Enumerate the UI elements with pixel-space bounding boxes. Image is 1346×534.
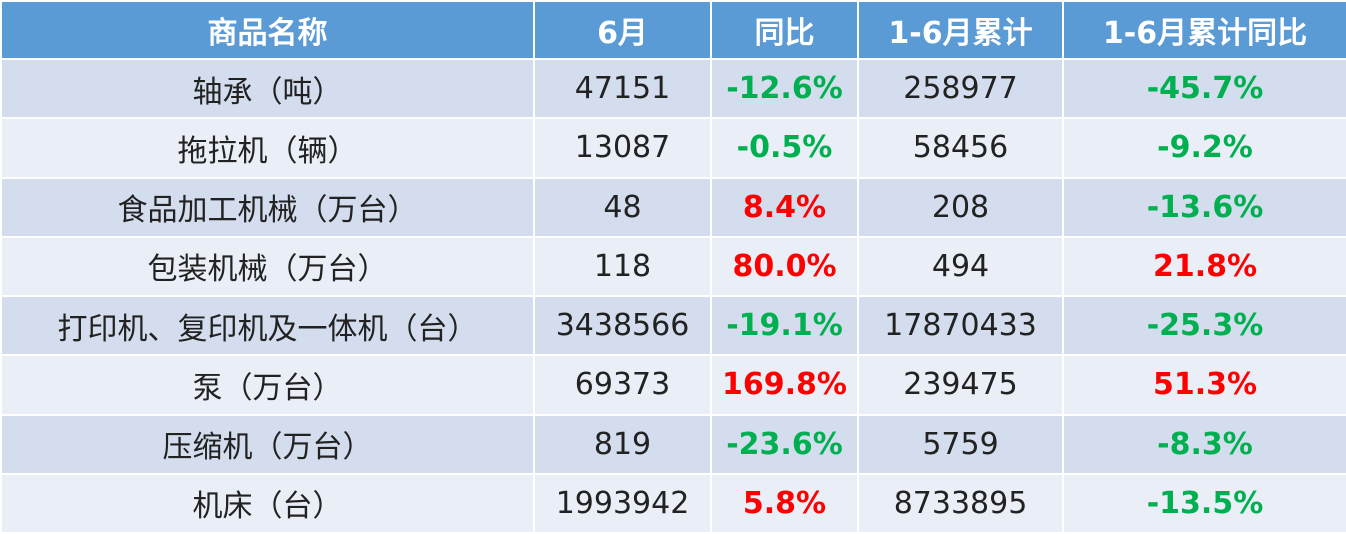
table-row: 打印机、复印机及一体机（台） 3438566 -19.1% 17870433 -25.3… [0, 294, 1346, 357]
value-cell: -12.6% [710, 57, 859, 120]
value-cell: 69373 [533, 354, 712, 416]
value-cell: 5759 [857, 413, 1064, 475]
product-name: 包装机械（万台） [0, 235, 535, 298]
value-cell: -13.5% [1062, 472, 1346, 534]
table-row: 机床（台） 1993942 5.8% 8733895 -13.5% [0, 472, 1346, 534]
value-cell: 80.0% [710, 235, 859, 298]
product-name: 拖拉机（辆） [0, 117, 535, 179]
product-name: 打印机、复印机及一体机（台） [0, 294, 535, 357]
header-cell: 商品名称 [0, 0, 535, 60]
table-row: 轴承（吨） 47151 -12.6% 258977 -45.7% [0, 57, 1346, 120]
value-cell: 494 [857, 235, 1064, 298]
product-name: 食品加工机械（万台） [0, 176, 535, 238]
value-cell: 118 [533, 235, 712, 298]
value-cell: -25.3% [1062, 294, 1346, 357]
table-row: 拖拉机（辆） 13087 -0.5% 58456 -9.2% [0, 117, 1346, 179]
value-cell: 48 [533, 176, 712, 238]
value-cell: 3438566 [533, 294, 712, 357]
value-cell: 51.3% [1062, 354, 1346, 416]
value-cell: -23.6% [710, 413, 859, 475]
header-cell: 同比 [710, 0, 859, 60]
product-name: 泵（万台） [0, 354, 535, 416]
value-cell: 47151 [533, 57, 712, 120]
table-row: 泵（万台） 69373 169.8% 239475 51.3% [0, 354, 1346, 416]
header-cell: 1-6月累计 [857, 0, 1064, 60]
header-cell: 6月 [533, 0, 712, 60]
table-row: 包装机械（万台） 118 80.0% 494 21.8% [0, 235, 1346, 298]
header-row: 商品名称 6月 同比 1-6月累计 1-6月累计同比 [0, 0, 1346, 60]
value-cell: 239475 [857, 354, 1064, 416]
value-cell: -0.5% [710, 117, 859, 179]
value-cell: -45.7% [1062, 57, 1346, 120]
value-cell: 258977 [857, 57, 1064, 120]
value-cell: 1993942 [533, 472, 712, 534]
value-cell: 21.8% [1062, 235, 1346, 298]
table-row: 食品加工机械（万台） 48 8.4% 208 -13.6% [0, 176, 1346, 238]
value-cell: 5.8% [710, 472, 859, 534]
value-cell: 8.4% [710, 176, 859, 238]
value-cell: -19.1% [710, 294, 859, 357]
value-cell: 169.8% [710, 354, 859, 416]
table-row: 压缩机（万台） 819 -23.6% 5759 -8.3% [0, 413, 1346, 475]
value-cell: 13087 [533, 117, 712, 179]
value-cell: -8.3% [1062, 413, 1346, 475]
value-cell: -13.6% [1062, 176, 1346, 238]
product-name: 机床（台） [0, 472, 535, 534]
product-name: 轴承（吨） [0, 57, 535, 120]
value-cell: 58456 [857, 117, 1064, 179]
header-cell: 1-6月累计同比 [1062, 0, 1346, 60]
product-name: 压缩机（万台） [0, 413, 535, 475]
value-cell: 208 [857, 176, 1064, 238]
value-cell: 819 [533, 413, 712, 475]
value-cell: 17870433 [857, 294, 1064, 357]
value-cell: -9.2% [1062, 117, 1346, 179]
value-cell: 8733895 [857, 472, 1064, 534]
